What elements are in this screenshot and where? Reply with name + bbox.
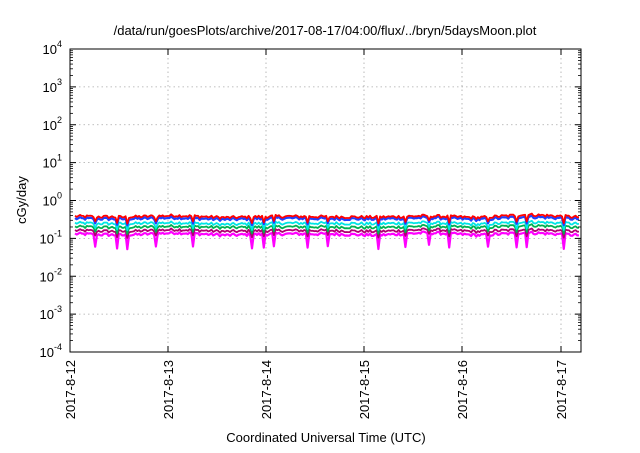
y-tick-label: 102: [43, 115, 62, 133]
y-tick-label: 104: [43, 39, 62, 57]
y-tick-label: 10-4: [40, 342, 62, 360]
y-tick-label: 103: [43, 77, 62, 95]
grid: [70, 49, 581, 352]
y-axis-label: cGy/day: [14, 176, 29, 224]
y-tick-label: 10-1: [40, 228, 62, 246]
series-line-6: [74, 230, 580, 251]
y-tick-label: 101: [43, 153, 62, 171]
series-layer: [74, 212, 580, 251]
x-tick-label: 2017-8-17: [554, 360, 569, 419]
x-tick-label: 2017-8-14: [259, 360, 274, 419]
x-tick-label: 2017-8-16: [455, 360, 470, 419]
series-line-5: [74, 227, 580, 239]
x-tick-label: 2017-8-12: [63, 360, 78, 419]
y-tick-label: 10-2: [40, 266, 62, 284]
x-axis: 2017-8-12 2017-8-13 2017-8-14 2017-8-15 2017…: [63, 49, 569, 419]
series-line-3: [74, 219, 580, 232]
y-tick-label: 100: [43, 191, 62, 209]
x-axis-label: Coordinated Universal Time (UTC): [226, 430, 425, 445]
x-tick-label: 2017-8-13: [161, 360, 176, 419]
series-line-4: [74, 223, 580, 235]
y-tick-label: 10-3: [40, 304, 62, 322]
series-line-1: [74, 212, 580, 225]
chart-title: /data/run/goesPlots/archive/2017-08-17/0…: [114, 23, 537, 38]
x-tick-label: 2017-8-15: [357, 360, 372, 419]
